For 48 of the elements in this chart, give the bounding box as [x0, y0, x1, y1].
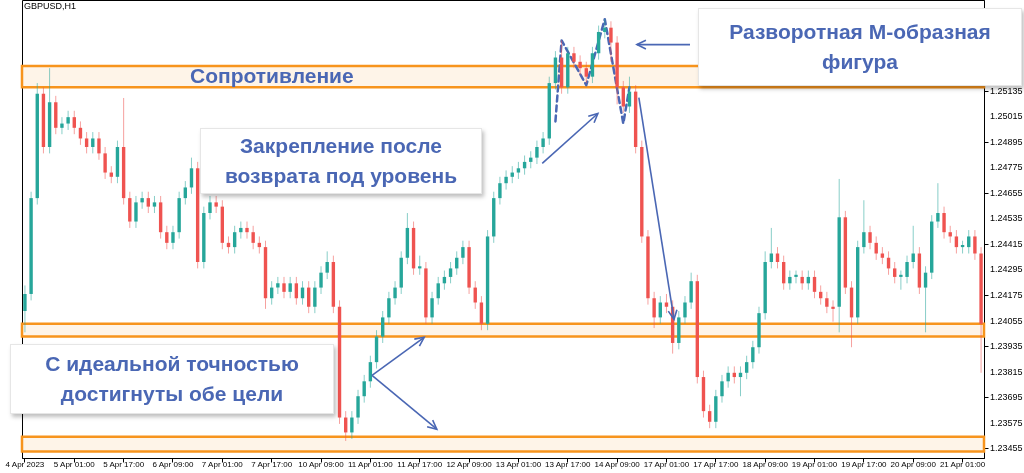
y-tick-label: 1.24295 — [990, 264, 1023, 275]
x-tick-label: 14 Apr 09:00 — [594, 459, 641, 469]
x-tick-label: 17 Apr 01:00 — [643, 459, 690, 469]
x-tick-label: 21 Apr 01:00 — [939, 459, 986, 469]
y-tick-label: 1.23935 — [990, 341, 1023, 352]
x-tick-label: 11 Apr 17:00 — [397, 459, 443, 469]
y-tick-label: 1.23455 — [990, 443, 1023, 454]
x-tick-label: 20 Apr 09:00 — [890, 459, 937, 469]
x-tick-label: 7 Apr 01:00 — [201, 459, 244, 469]
x-tick-label: 17 Apr 17:00 — [693, 459, 740, 469]
candlestick — [140, 191, 144, 210]
text-box: Закрепление после возврата под уровень — [200, 128, 482, 194]
x-tick-label: 19 Apr 17:00 — [841, 459, 888, 469]
x-tick-label: 10 Apr 09:00 — [298, 459, 345, 469]
candlestick — [60, 116, 64, 135]
y-tick-label: 1.23695 — [990, 392, 1023, 403]
chart-title: GBPUSD,H1 — [24, 1, 77, 11]
x-tick-label: 5 Apr 17:00 — [103, 459, 145, 469]
y-tick-label: 1.24775 — [990, 162, 1023, 173]
x-tick-label: 7 Apr 17:00 — [251, 459, 293, 469]
x-tick-label: 13 Apr 17:00 — [545, 459, 592, 469]
x-tick-label: 13 Apr 01:00 — [495, 459, 542, 469]
y-tick-label: 1.24895 — [990, 136, 1023, 147]
annotation: Разворотная М-образная фигура — [728, 19, 992, 75]
x-tick-label: 11 Apr 01:00 — [347, 459, 394, 469]
y-tick-label: 1.23575 — [990, 417, 1023, 428]
annotation: С идеальной точностью достигнуты обе цели — [44, 351, 300, 407]
y-tick-label: 1.24055 — [990, 315, 1023, 326]
x-tick-label: 4 Apr 2023 — [5, 459, 45, 469]
text-box: С идеальной точностью достигнуты обе цели — [10, 344, 334, 414]
x-tick-label: 5 Apr 01:00 — [53, 459, 96, 469]
y-tick-label: 1.23815 — [990, 366, 1023, 377]
y-tick-label: 1.24415 — [990, 238, 1023, 249]
candlestick — [245, 221, 249, 240]
x-tick-label: 12 Apr 09:00 — [446, 459, 493, 469]
y-tick-label: 1.25135 — [990, 85, 1023, 96]
y-tick-label: 1.24175 — [990, 290, 1023, 301]
x-tick-label: 6 Apr 09:00 — [152, 459, 194, 469]
candlestick — [794, 270, 798, 284]
x-tick-label: 18 Apr 09:00 — [742, 459, 789, 469]
x-tick-label: 19 Apr 01:00 — [791, 459, 838, 469]
y-tick-label: 1.24535 — [990, 213, 1023, 224]
line-series — [554, 17, 631, 125]
y-tick-label: 1.24655 — [990, 187, 1023, 198]
text-box: Разворотная М-образная фигура — [698, 8, 1022, 86]
band-label: Сопротивление — [190, 63, 354, 88]
y-tick-label: 1.25015 — [990, 111, 1023, 122]
annotation: Закрепление после возврата под уровень — [223, 133, 459, 189]
